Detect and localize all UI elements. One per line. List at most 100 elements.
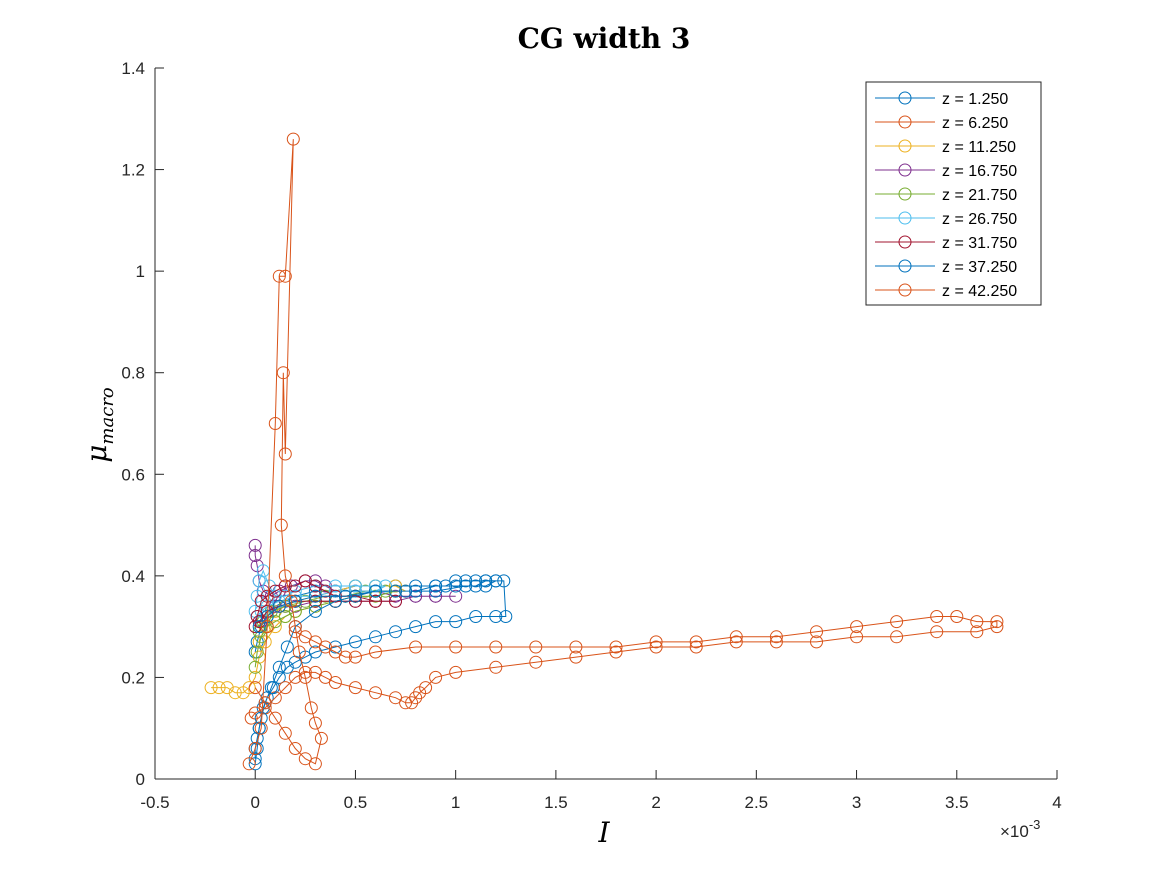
data-point	[272, 670, 286, 684]
x-tick-label: -0.5	[140, 793, 169, 812]
series-line	[254, 580, 497, 759]
x-tick-label: 1	[451, 793, 460, 812]
x-exponent-value: -3	[1029, 817, 1041, 832]
y-tick-label: 1	[136, 262, 145, 281]
y-axis-label-main: μ	[80, 445, 113, 463]
y-tick-label: 0.6	[121, 465, 145, 484]
legend-label: z = 16.750	[942, 163, 1017, 180]
data-point	[529, 655, 543, 669]
data-point	[479, 579, 493, 593]
series-9	[242, 132, 328, 771]
legend-label: z = 26.750	[942, 211, 1017, 228]
data-point	[489, 660, 503, 674]
data-point	[288, 620, 302, 634]
legend-item: z = 16.750	[875, 163, 1017, 180]
x-axis-exponent: ×10-3	[1000, 817, 1040, 841]
data-point	[338, 589, 352, 603]
legend-item: z = 6.250	[875, 115, 1008, 132]
data-point	[278, 269, 292, 283]
data-point	[260, 589, 274, 603]
series-line	[248, 139, 322, 765]
data-point	[278, 447, 292, 461]
series-line	[254, 545, 456, 622]
data-point	[308, 716, 322, 730]
series-line	[250, 616, 998, 719]
data-point	[250, 645, 264, 659]
data-point	[288, 589, 302, 603]
data-point	[429, 670, 443, 684]
data-point	[689, 640, 703, 654]
legend-item: z = 1.250	[875, 91, 1008, 108]
data-point	[930, 625, 944, 639]
data-point	[298, 574, 312, 588]
series-line	[254, 580, 507, 764]
legend-marker	[898, 163, 912, 177]
data-point	[499, 610, 513, 623]
data-point	[304, 701, 318, 715]
data-point	[258, 696, 272, 710]
data-point	[399, 584, 413, 598]
data-point	[348, 589, 362, 603]
data-point	[280, 660, 294, 674]
legend-item: z = 31.750	[875, 235, 1017, 252]
data-point	[244, 711, 258, 725]
data-point	[272, 269, 286, 283]
x-axis-label: I	[597, 816, 610, 849]
data-point	[990, 620, 1004, 634]
data-point	[369, 686, 382, 700]
legend: z = 1.250 z = 6.250 z = 11.250 z = 16.750 z …	[865, 81, 1042, 306]
data-point	[254, 721, 268, 735]
data-point	[459, 579, 473, 593]
legend-item: z = 37.250	[875, 259, 1017, 276]
y-tick-label: 1.2	[121, 161, 145, 180]
legend-marker	[898, 139, 912, 153]
legend-marker	[898, 259, 912, 273]
data-point	[729, 635, 743, 649]
data-point	[890, 630, 904, 644]
data-point	[529, 640, 543, 654]
data-point	[212, 681, 226, 695]
legend-label: z = 1.250	[942, 91, 1008, 108]
data-point	[278, 726, 292, 740]
data-point	[242, 757, 256, 771]
data-point	[649, 635, 663, 649]
data-point	[409, 640, 423, 654]
x-tick-label: 3	[852, 793, 861, 812]
data-point	[569, 640, 583, 654]
series-5	[248, 584, 402, 674]
x-tick-label: 0.5	[344, 793, 368, 812]
legend-marker	[898, 235, 912, 249]
data-point	[248, 538, 262, 552]
data-point	[298, 670, 312, 684]
data-point	[449, 665, 463, 679]
data-point	[369, 630, 382, 644]
data-point	[970, 625, 984, 639]
data-point	[248, 549, 262, 562]
data-point	[258, 635, 272, 649]
data-point	[268, 620, 282, 634]
chart-title: CG width 3	[518, 22, 691, 55]
data-point	[769, 635, 783, 649]
data-point	[252, 620, 266, 634]
legend-label: z = 31.750	[942, 235, 1017, 252]
x-tick-label: 3.5	[945, 793, 969, 812]
data-point	[228, 686, 242, 700]
data-point	[810, 635, 823, 649]
legend-label: z = 6.250	[942, 115, 1008, 132]
data-point	[990, 615, 1004, 629]
data-point	[272, 660, 286, 674]
data-point	[449, 615, 463, 629]
data-point	[288, 742, 302, 755]
data-point	[369, 594, 382, 608]
data-point	[649, 640, 663, 654]
y-tick-label: 0	[136, 770, 145, 789]
y-axis-label-subscript: macro	[97, 387, 118, 444]
data-point	[449, 640, 463, 654]
data-point	[409, 620, 423, 634]
data-point	[369, 584, 382, 598]
data-point	[429, 579, 443, 593]
data-point	[369, 645, 382, 659]
data-point	[389, 594, 402, 608]
data-point	[268, 417, 282, 430]
data-point	[272, 599, 286, 613]
